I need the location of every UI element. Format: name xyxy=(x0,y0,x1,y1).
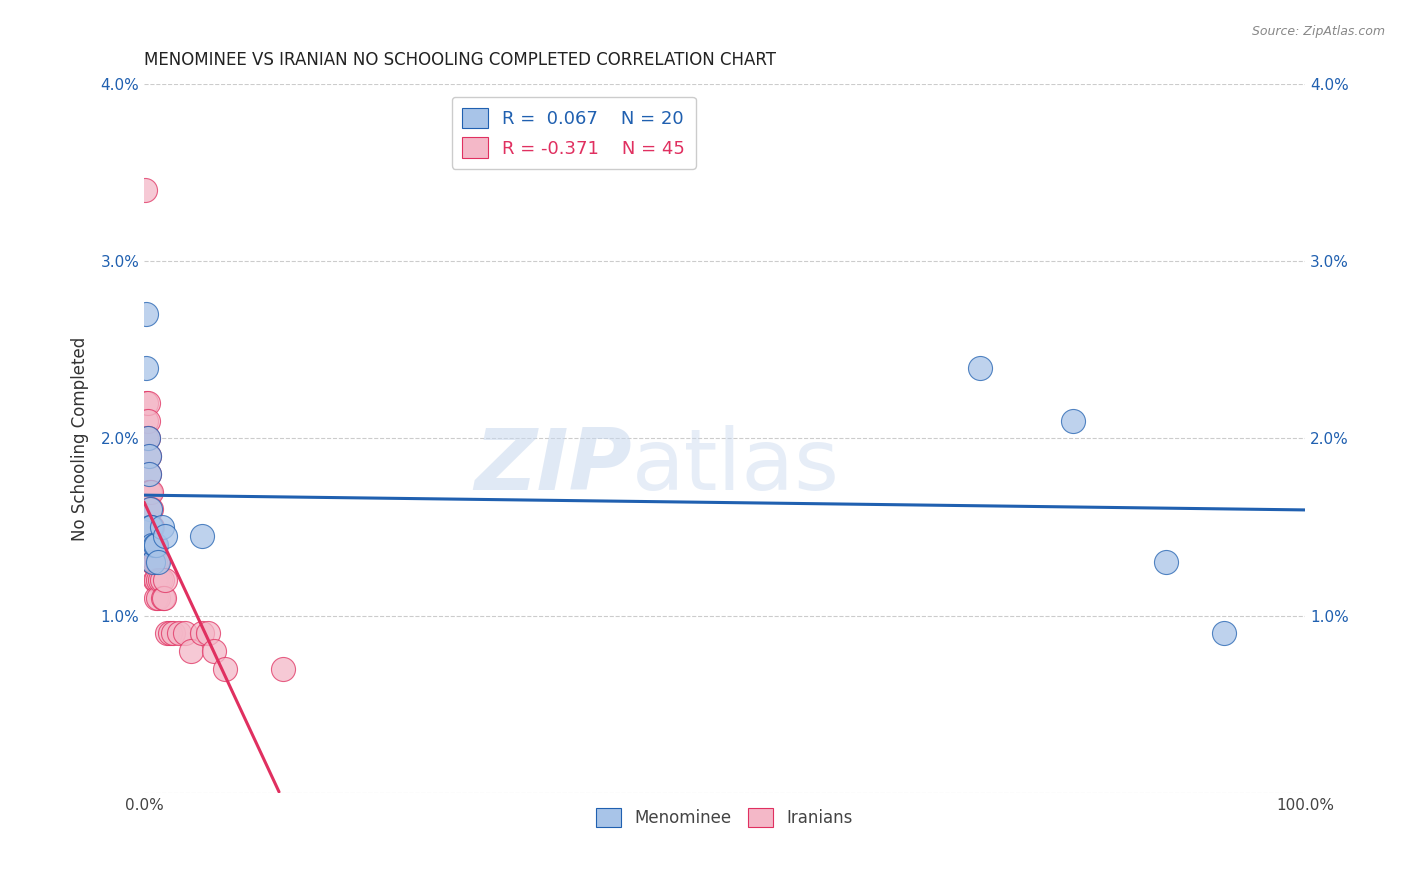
Point xyxy=(143,573,166,587)
Point xyxy=(152,591,174,605)
Point xyxy=(1062,414,1084,428)
Point xyxy=(139,502,162,516)
Point xyxy=(139,502,162,516)
Point xyxy=(142,555,165,569)
Point xyxy=(156,626,179,640)
Point xyxy=(153,529,176,543)
Point xyxy=(214,662,236,676)
Point xyxy=(135,431,157,445)
Point xyxy=(139,520,162,534)
Point xyxy=(150,520,173,534)
Legend: Menominee, Iranians: Menominee, Iranians xyxy=(589,801,859,834)
Point xyxy=(141,538,163,552)
Point xyxy=(141,555,163,569)
Point xyxy=(138,467,160,481)
Text: Source: ZipAtlas.com: Source: ZipAtlas.com xyxy=(1251,25,1385,38)
Point xyxy=(142,538,165,552)
Point xyxy=(180,644,202,658)
Point xyxy=(159,626,181,640)
Point xyxy=(202,644,225,658)
Point xyxy=(136,414,159,428)
Point xyxy=(135,396,157,410)
Point xyxy=(143,555,166,569)
Point xyxy=(139,520,162,534)
Point xyxy=(136,431,159,445)
Point xyxy=(134,183,156,197)
Point xyxy=(167,626,190,640)
Point xyxy=(191,626,214,640)
Point xyxy=(141,538,163,552)
Point xyxy=(142,555,165,569)
Point xyxy=(145,573,167,587)
Point xyxy=(139,538,162,552)
Point xyxy=(149,573,172,587)
Point xyxy=(153,591,176,605)
Point xyxy=(273,662,295,676)
Point xyxy=(139,484,162,499)
Point xyxy=(139,484,162,499)
Point xyxy=(139,520,162,534)
Point xyxy=(138,449,160,463)
Point xyxy=(136,396,159,410)
Point xyxy=(138,467,160,481)
Point xyxy=(139,520,162,534)
Text: atlas: atlas xyxy=(631,425,839,508)
Point xyxy=(162,626,184,640)
Point xyxy=(139,502,162,516)
Point xyxy=(145,591,167,605)
Point xyxy=(143,538,166,552)
Y-axis label: No Schooling Completed: No Schooling Completed xyxy=(72,336,89,541)
Point xyxy=(135,360,157,375)
Point xyxy=(138,484,160,499)
Point xyxy=(146,555,169,569)
Point xyxy=(197,626,219,640)
Point xyxy=(145,538,167,552)
Point xyxy=(153,573,176,587)
Point xyxy=(146,573,169,587)
Point xyxy=(1154,555,1177,569)
Point xyxy=(135,307,157,321)
Text: MENOMINEE VS IRANIAN NO SCHOOLING COMPLETED CORRELATION CHART: MENOMINEE VS IRANIAN NO SCHOOLING COMPLE… xyxy=(143,51,776,69)
Point xyxy=(136,431,159,445)
Point xyxy=(135,414,157,428)
Point xyxy=(141,520,163,534)
Point xyxy=(146,591,169,605)
Point xyxy=(969,360,991,375)
Point xyxy=(146,555,169,569)
Point xyxy=(138,449,160,463)
Point xyxy=(173,626,195,640)
Point xyxy=(1212,626,1234,640)
Text: ZIP: ZIP xyxy=(474,425,631,508)
Point xyxy=(150,573,173,587)
Point xyxy=(191,529,214,543)
